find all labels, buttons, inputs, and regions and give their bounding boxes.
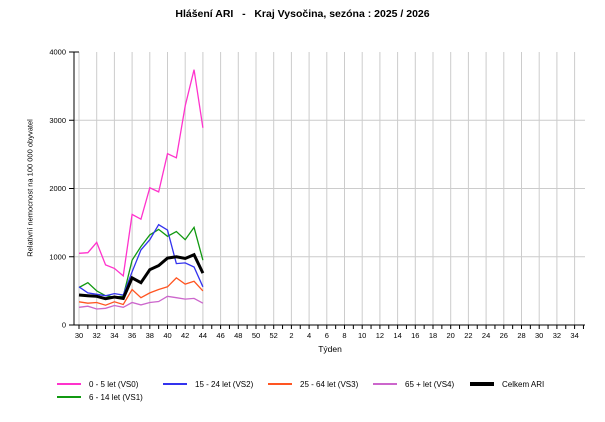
legend-item-vs3: 25 - 64 let (VS3) <box>268 378 358 390</box>
legend-swatch-celkem <box>470 382 494 386</box>
legend-swatch-vs1 <box>57 396 81 398</box>
x-tick-label: 36 <box>128 331 136 340</box>
x-tick-label: 20 <box>447 331 455 340</box>
x-tick-label: 40 <box>163 331 171 340</box>
legend-label-vs1: 6 - 14 let (VS1) <box>89 392 143 402</box>
x-tick-label: 18 <box>429 331 437 340</box>
x-tick-label: 24 <box>482 331 490 340</box>
x-tick-label: 48 <box>234 331 242 340</box>
legend-item-vs0: 0 - 5 let (VS0) <box>57 378 138 390</box>
legend-swatch-vs2 <box>163 383 187 385</box>
x-tick-label: 34 <box>110 331 118 340</box>
legend-swatch-vs4 <box>373 383 397 385</box>
series-line-celkem <box>78 252 205 301</box>
y-tick-label: 2000 <box>49 184 66 193</box>
y-tick-label: 1000 <box>49 252 66 261</box>
x-tick-label: 32 <box>553 331 561 340</box>
x-tick-label: 30 <box>535 331 543 340</box>
legend-item-vs1: 6 - 14 let (VS1) <box>57 391 143 403</box>
y-tick-label: 0 <box>62 321 66 330</box>
series-line-vs0 <box>78 69 204 278</box>
x-tick-label: 22 <box>464 331 472 340</box>
y-tick-label: 4000 <box>49 48 66 57</box>
x-tick-label: 46 <box>216 331 224 340</box>
x-tick-label: 44 <box>199 331 207 340</box>
legend-item-celkem: Celkem ARI <box>470 378 544 390</box>
x-tick-label: 16 <box>411 331 419 340</box>
legend-label-vs3: 25 - 64 let (VS3) <box>300 379 359 389</box>
series-line-vs2 <box>78 223 204 297</box>
x-tick-label: 8 <box>342 331 346 340</box>
legend-swatch-vs0 <box>57 383 81 385</box>
x-tick-label: 50 <box>252 331 260 340</box>
x-tick-label: 28 <box>517 331 525 340</box>
x-tick-label: 2 <box>289 331 293 340</box>
legend-item-vs2: 15 - 24 let (VS2) <box>163 378 253 390</box>
legend-label-vs2: 15 - 24 let (VS2) <box>195 379 254 389</box>
x-tick-label: 4 <box>307 331 311 340</box>
legend-label-vs4: 65 + let (VS4) <box>405 379 455 389</box>
series-line-vs4 <box>78 295 204 310</box>
x-tick-label: 52 <box>270 331 278 340</box>
x-tick-label: 42 <box>181 331 189 340</box>
x-tick-label: 26 <box>500 331 508 340</box>
x-tick-label: 12 <box>376 331 384 340</box>
legend-swatch-vs3 <box>268 383 292 385</box>
legend-label-celkem: Celkem ARI <box>502 379 545 389</box>
x-tick-label: 38 <box>146 331 154 340</box>
x-tick-label: 32 <box>93 331 101 340</box>
legend-label-vs0: 0 - 5 let (VS0) <box>89 379 139 389</box>
legend-item-vs4: 65 + let (VS4) <box>373 378 454 390</box>
series-line-vs3 <box>78 277 204 306</box>
x-tick-label: 10 <box>358 331 366 340</box>
chart-title: Hlášení ARI - Kraj Vysočina, sezóna : 20… <box>175 8 430 20</box>
x-tick-label: 30 <box>75 331 83 340</box>
y-tick-label: 3000 <box>49 116 66 125</box>
x-tick-label: 14 <box>393 331 401 340</box>
x-axis-title: Týden <box>318 344 342 354</box>
x-tick-label: 6 <box>325 331 329 340</box>
series-line-vs1 <box>78 225 204 298</box>
x-tick-label: 34 <box>570 331 578 340</box>
